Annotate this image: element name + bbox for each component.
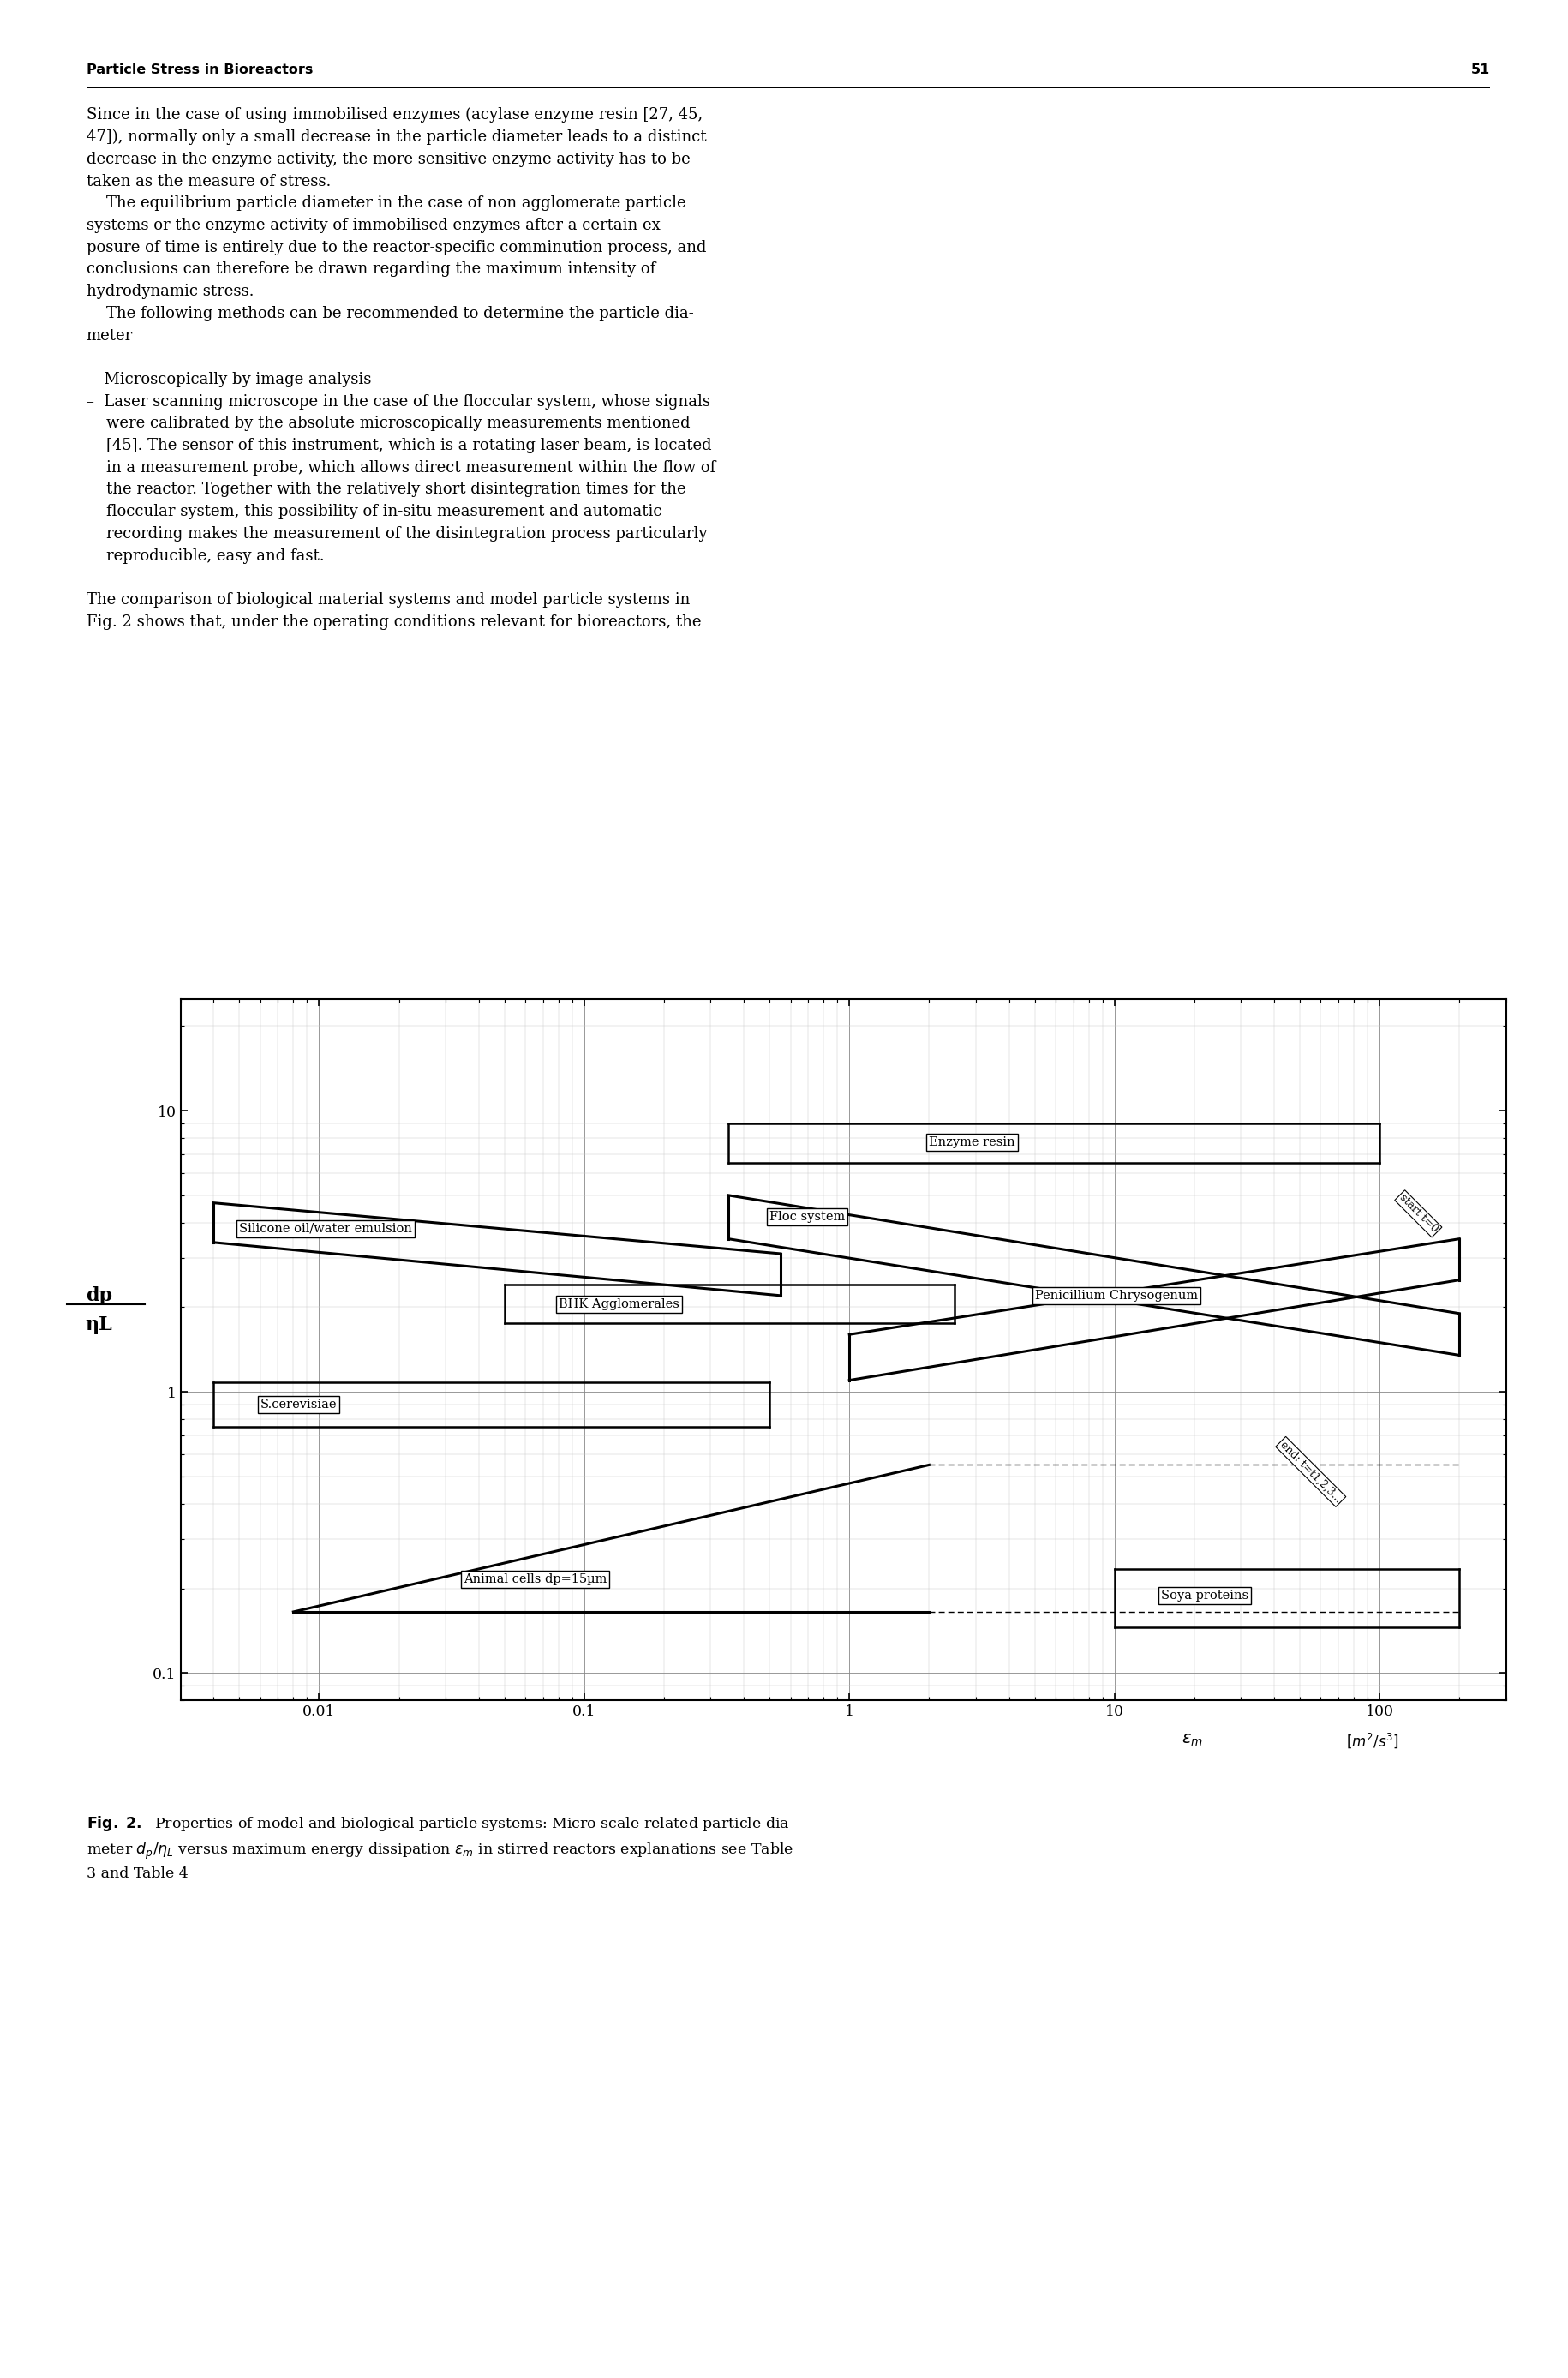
Text: $[m^2/s^3]$: $[m^2/s^3]$ — [1345, 1731, 1399, 1750]
Text: Soya proteins: Soya proteins — [1160, 1591, 1248, 1603]
Text: $\varepsilon_m$: $\varepsilon_m$ — [1181, 1734, 1203, 1748]
Text: start t=0: start t=0 — [1396, 1191, 1439, 1234]
Text: Since in the case of using immobilised enzymes (acylase enzyme resin [27, 45,
47: Since in the case of using immobilised e… — [86, 107, 715, 630]
Text: $\bf{Fig.\ 2.}$  Properties of model and biological particle systems: Micro scal: $\bf{Fig.\ 2.}$ Properties of model and … — [86, 1814, 793, 1881]
Text: Silicone oil/water emulsion: Silicone oil/water emulsion — [238, 1222, 412, 1234]
Text: dp: dp — [86, 1286, 111, 1306]
Text: S.cerevisiae: S.cerevisiae — [260, 1398, 337, 1410]
Text: BHK Agglomerales: BHK Agglomerales — [558, 1298, 679, 1310]
Text: end: t=t1,2,3...: end: t=t1,2,3... — [1278, 1439, 1342, 1505]
Text: Enzyme resin: Enzyme resin — [928, 1137, 1014, 1149]
Text: 51: 51 — [1471, 64, 1490, 76]
Text: Penicillium Chrysogenum: Penicillium Chrysogenum — [1033, 1289, 1196, 1301]
Text: ηL: ηL — [85, 1315, 113, 1334]
Text: Floc system: Floc system — [768, 1210, 845, 1222]
Text: Animal cells dp=15µm: Animal cells dp=15µm — [463, 1574, 607, 1586]
Text: Particle Stress in Bioreactors: Particle Stress in Bioreactors — [86, 64, 312, 76]
